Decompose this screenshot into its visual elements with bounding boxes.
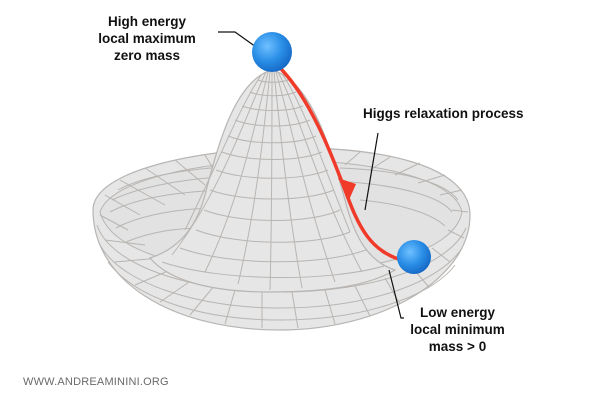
low-energy-ball [397,240,431,274]
high-energy-ball [252,32,292,72]
high-energy-line1: High energy [107,14,186,29]
low-energy-line1: Low energy [419,305,495,320]
high-energy-line3: zero mass [113,48,181,63]
low-energy-line2: local minimum [410,322,505,337]
site-watermark: WWW.ANDREAMININI.ORG [23,376,169,388]
high-energy-label: High energy local maximum zero mass [92,13,202,64]
relaxation-process-label: Higgs relaxation process [363,106,524,121]
high-energy-line2: local maximum [98,31,196,46]
low-energy-line3: mass > 0 [428,339,487,354]
hat-peak [148,69,397,293]
relaxation-path-arrow [280,68,412,264]
low-energy-label: Low energy local minimum mass > 0 [400,304,515,355]
